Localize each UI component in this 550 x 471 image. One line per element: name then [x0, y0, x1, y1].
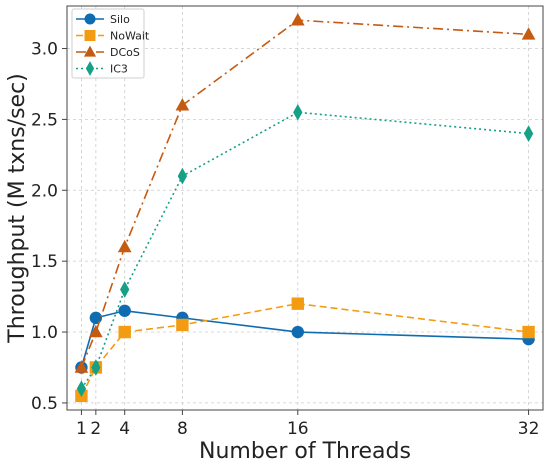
x-tick-label: 4: [119, 419, 130, 439]
series-line: [80, 302, 529, 397]
y-tick-label: 0.5: [31, 394, 58, 414]
legend-label: DCoS: [110, 46, 140, 59]
series-line: [80, 19, 529, 368]
data-point: [175, 98, 190, 111]
legend-item: Silo: [76, 13, 130, 26]
legend-marker: [83, 45, 97, 57]
series-line: [80, 111, 529, 390]
legend-label: Silo: [110, 13, 130, 26]
legend-item: NoWait: [76, 30, 150, 43]
data-point: [176, 318, 189, 332]
data-point: [523, 125, 534, 142]
y-tick-label: 2.0: [31, 181, 58, 201]
series-dcos: [74, 13, 536, 373]
data-point: [76, 380, 87, 398]
data-point: [290, 13, 305, 26]
data-point: [522, 325, 535, 339]
data-point: [120, 281, 130, 298]
data-point: [118, 325, 131, 339]
x-axis-ticks: 1 2 4 8 16 32: [76, 410, 539, 439]
data-point: [91, 359, 101, 376]
y-axis-ticks: 0.5 1.0 1.5 2.0 2.5 3.0: [31, 40, 67, 414]
x-tick-label: 16: [287, 419, 309, 439]
y-tick-label: 1.0: [31, 323, 58, 343]
data-point: [74, 360, 89, 373]
legend-box: [71, 8, 145, 79]
plot-frame: [66, 5, 544, 411]
legend-label: IC3: [110, 63, 128, 76]
series-line: [80, 309, 529, 368]
data-point: [291, 325, 304, 339]
data-point: [291, 297, 304, 310]
legend-marker: [84, 30, 96, 41]
x-tick-label: 8: [177, 419, 188, 439]
y-tick-label: 1.5: [31, 252, 58, 272]
data-point: [117, 239, 132, 253]
data-point: [118, 304, 131, 317]
x-tick-label: 32: [518, 419, 540, 439]
legend-item: IC3: [76, 61, 128, 76]
grid: [67, 6, 543, 410]
legend-label: NoWait: [110, 30, 150, 43]
data-point: [293, 103, 303, 121]
series-silo: [75, 304, 535, 374]
x-axis-title: Number of Threads: [199, 439, 411, 464]
data-point: [89, 311, 103, 325]
x-tick-label: 1: [76, 419, 87, 439]
legend-item: DCoS: [76, 45, 140, 59]
data-point: [177, 167, 188, 185]
y-tick-label: 2.5: [31, 110, 58, 130]
series-layer: [74, 13, 536, 403]
series-ic3: [76, 103, 534, 398]
y-axis-title: Throughput (M txns/sec): [5, 73, 30, 343]
y-tick-label: 3.0: [31, 40, 58, 60]
legend: Silo NoWait DCoS IC3: [71, 8, 150, 79]
data-point: [89, 324, 103, 338]
legend-marker: [85, 61, 95, 76]
x-tick-label: 2: [90, 419, 101, 439]
legend-marker: [84, 13, 96, 25]
data-point: [521, 27, 536, 40]
